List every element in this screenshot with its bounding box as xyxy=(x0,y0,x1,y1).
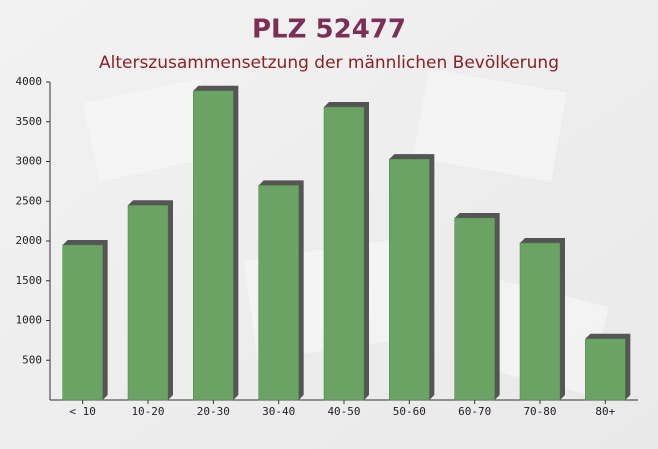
bar xyxy=(454,217,495,401)
bar xyxy=(193,90,234,401)
bar-shadow xyxy=(585,333,631,400)
y-tick-label: 500 xyxy=(22,353,42,366)
x-tick-label: 70-80 xyxy=(523,405,556,418)
x-tick-label: 60-70 xyxy=(458,405,491,418)
y-tick-label: 3000 xyxy=(16,155,43,168)
y-tick-label: 1000 xyxy=(16,314,43,327)
y-tick-label: 3500 xyxy=(16,115,43,128)
bar-shadow xyxy=(258,180,304,400)
bar-shadow xyxy=(193,85,239,401)
bar-shadow xyxy=(454,212,500,400)
bar xyxy=(323,106,365,401)
bar xyxy=(389,158,430,401)
bar xyxy=(258,185,299,401)
chart-subtitle: Alterszusammensetzung der männlichen Bev… xyxy=(99,53,559,73)
x-tick-label: < 10 xyxy=(69,405,96,418)
x-tick-label: 40-50 xyxy=(327,405,360,418)
bar xyxy=(62,244,103,401)
bar-shadow xyxy=(62,239,108,400)
bar xyxy=(127,204,169,401)
y-tick-label: 1500 xyxy=(16,274,43,287)
bar xyxy=(585,338,626,401)
y-tick-label: 4000 xyxy=(16,75,43,88)
x-tick-label: 20-30 xyxy=(197,405,230,418)
x-tick-label: 50-60 xyxy=(393,405,426,418)
y-tick-label: 2500 xyxy=(16,194,43,207)
bar xyxy=(519,242,561,401)
x-tick-label: 10-20 xyxy=(131,405,164,418)
bar-shadow xyxy=(128,200,173,400)
x-tick-label: 30-40 xyxy=(262,405,295,418)
bar-shadow xyxy=(324,102,369,400)
y-tick-label: 2000 xyxy=(16,234,43,247)
x-tick-label: 80+ xyxy=(595,405,615,418)
bar-shadow xyxy=(520,237,565,400)
bar-shadow xyxy=(389,154,435,400)
chart-title: PLZ 52477 xyxy=(252,15,406,45)
